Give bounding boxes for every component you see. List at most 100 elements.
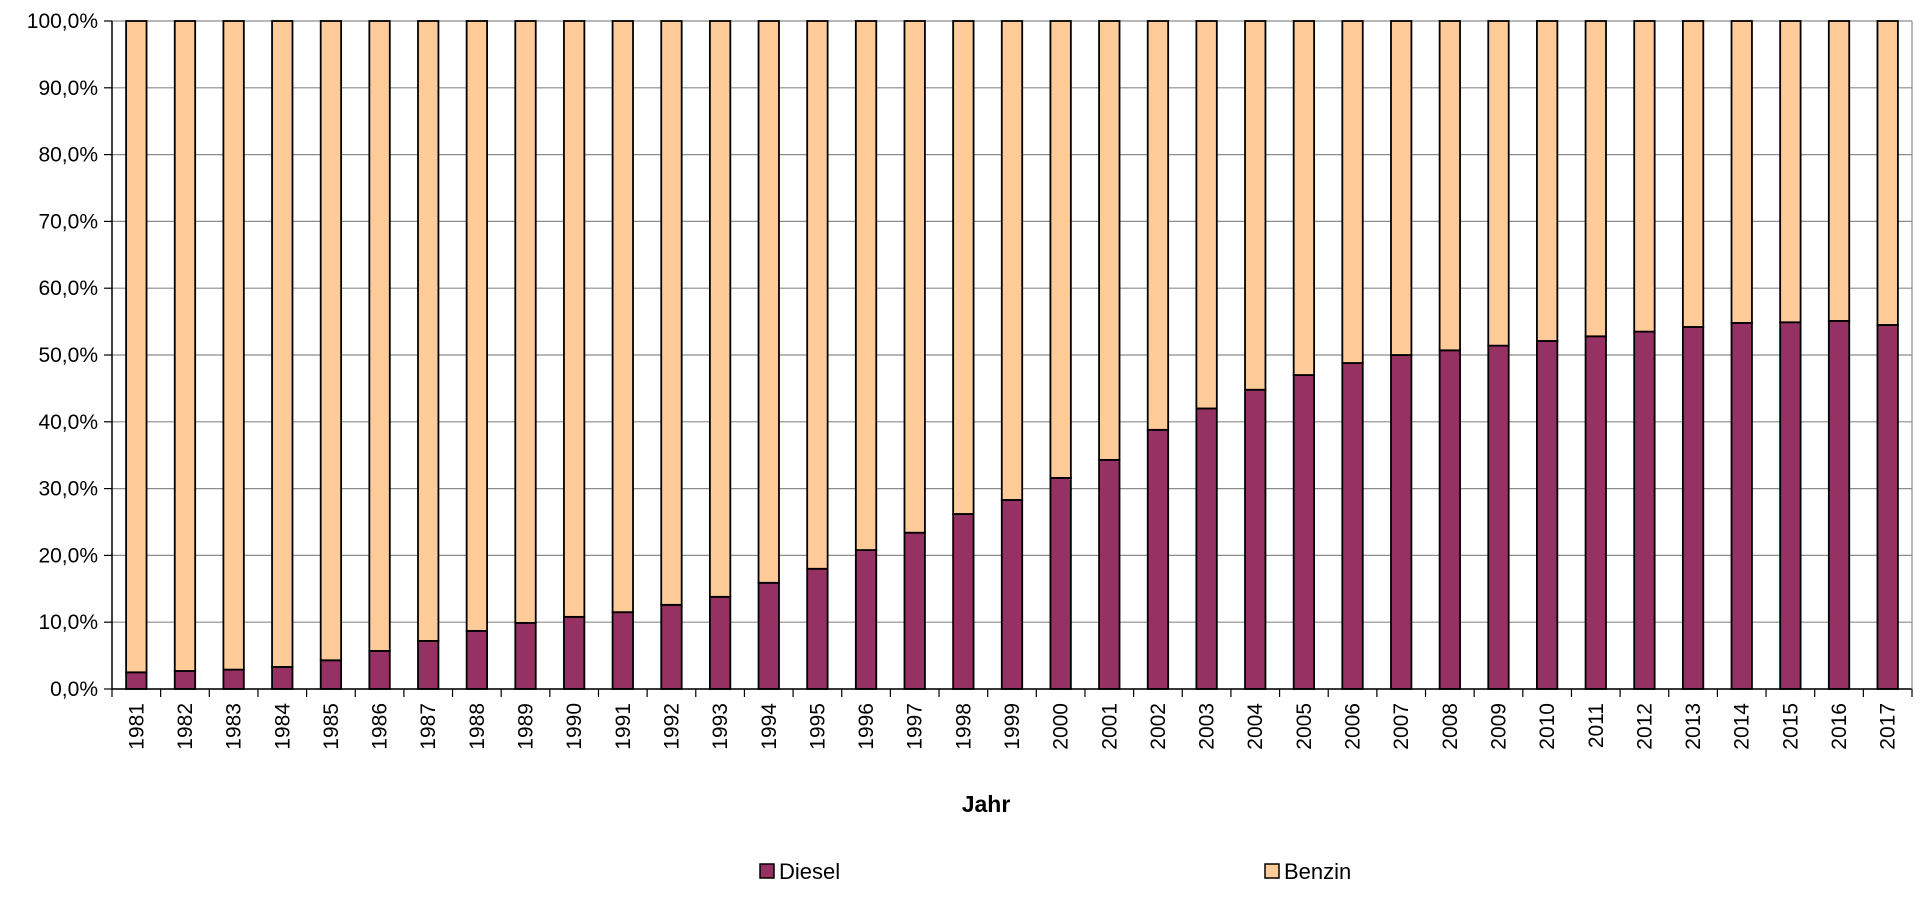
bar-benzin-1984 — [271, 20, 294, 668]
bar-diesel-1986 — [368, 650, 391, 690]
bar-diesel-2015 — [1779, 321, 1802, 690]
bar-diesel-2008 — [1438, 349, 1461, 690]
x-tick-label: 2005 — [1293, 703, 1316, 750]
y-tick-label: 70,0% — [38, 210, 98, 233]
x-tick-label: 1990 — [563, 703, 586, 750]
x-tick-label: 2004 — [1244, 703, 1267, 750]
bar-diesel-1989 — [514, 621, 537, 690]
y-tick-label: 20,0% — [38, 544, 98, 567]
y-tick-label: 30,0% — [38, 478, 98, 501]
x-tick-label: 1999 — [1001, 703, 1024, 750]
bar-diesel-2004 — [1244, 388, 1267, 690]
bar-benzin-1987 — [417, 20, 440, 642]
bar-benzin-1990 — [563, 20, 586, 618]
bar-benzin-2002 — [1146, 20, 1170, 431]
x-tick-label: 1993 — [709, 703, 732, 750]
bar-diesel-1988 — [465, 629, 488, 690]
x-tick-label: 1984 — [271, 703, 294, 750]
bar-diesel-2005 — [1292, 374, 1316, 690]
bar-diesel-1996 — [854, 549, 878, 690]
bar-diesel-1993 — [708, 595, 732, 690]
bar-diesel-1984 — [271, 666, 294, 690]
x-tick-label: 2016 — [1828, 703, 1851, 750]
bar-diesel-2017 — [1876, 324, 1899, 690]
bar-benzin-1993 — [708, 20, 732, 598]
y-tick-label: 90,0% — [38, 77, 98, 100]
x-tick-label: 1986 — [369, 703, 392, 750]
bar-benzin-1986 — [368, 20, 391, 652]
legend: Diesel Benzin — [759, 859, 1351, 884]
bar-diesel-1998 — [952, 513, 975, 690]
x-tick-label: 1991 — [612, 703, 635, 750]
x-tick-label: 2010 — [1536, 703, 1559, 750]
bar-diesel-1990 — [563, 615, 586, 690]
bar-diesel-1994 — [757, 581, 780, 690]
bar-diesel-2011 — [1584, 335, 1607, 690]
x-tick-label: 1985 — [320, 703, 343, 750]
y-tick-labels: 0,0% 10,0% 20,0% 30,0% 40,0% 50,0% 60,0% 70,0% 8… — [27, 10, 98, 701]
bar-diesel-1981 — [125, 671, 148, 690]
x-tick-label: 2015 — [1779, 703, 1802, 750]
bar-benzin-2005 — [1292, 20, 1316, 376]
y-tick-label: 80,0% — [38, 144, 98, 167]
y-tick-label: 50,0% — [38, 344, 98, 367]
legend-label-diesel: Diesel — [779, 859, 840, 884]
bar-benzin-2004 — [1244, 20, 1267, 391]
bar-benzin-2010 — [1536, 20, 1559, 342]
x-tick-label: 1988 — [466, 703, 489, 750]
x-tick-label: 1997 — [904, 703, 927, 750]
x-tick-label: 2000 — [1050, 703, 1073, 750]
bar-diesel-2013 — [1681, 326, 1705, 690]
bar-diesel-1999 — [1000, 499, 1024, 690]
bar-diesel-2010 — [1536, 340, 1559, 690]
legend-label-benzin: Benzin — [1284, 859, 1351, 884]
bar-benzin-1981 — [125, 20, 148, 674]
bar-diesel-2014 — [1730, 322, 1753, 690]
bar-benzin-1985 — [319, 20, 343, 662]
bar-benzin-2008 — [1438, 20, 1461, 352]
x-tick-label: 1987 — [417, 703, 440, 750]
bar-benzin-2000 — [1049, 20, 1072, 479]
x-tick-label: 2002 — [1147, 703, 1170, 750]
bar-benzin-1983 — [222, 20, 245, 671]
x-tick-label: 2008 — [1439, 703, 1462, 750]
bar-benzin-2014 — [1730, 20, 1753, 324]
bar-benzin-2013 — [1681, 20, 1705, 328]
x-tick-label: 1998 — [952, 703, 975, 750]
y-tick-label: 10,0% — [38, 611, 98, 634]
bar-diesel-2002 — [1146, 428, 1170, 690]
bar-diesel-2012 — [1633, 330, 1656, 690]
bar-diesel-1991 — [611, 611, 634, 690]
x-tick-label: 1992 — [660, 703, 683, 750]
bar-benzin-1982 — [173, 20, 197, 672]
bar-diesel-2000 — [1049, 477, 1072, 690]
bar-benzin-1991 — [611, 20, 634, 614]
bar-benzin-1994 — [757, 20, 780, 584]
bar-benzin-1999 — [1000, 20, 1024, 501]
y-tick-label: 100,0% — [27, 10, 98, 33]
bar-diesel-1982 — [173, 670, 197, 690]
y-tick-label: 0,0% — [50, 678, 98, 701]
bar-benzin-2011 — [1584, 20, 1607, 338]
bar-diesel-2006 — [1341, 362, 1364, 690]
bar-diesel-1985 — [319, 659, 343, 690]
x-tick-label: 2001 — [1098, 703, 1121, 750]
bar-benzin-2009 — [1487, 20, 1510, 347]
x-tick-label: 1994 — [758, 703, 781, 750]
bar-benzin-2017 — [1876, 20, 1899, 326]
bar-benzin-1989 — [514, 20, 537, 624]
bars — [125, 20, 1899, 690]
bar-benzin-1995 — [806, 20, 829, 570]
x-axis-title: Jahr — [962, 791, 1011, 817]
bar-benzin-1996 — [854, 20, 878, 551]
legend-swatch-diesel — [759, 863, 775, 879]
bar-diesel-1997 — [903, 531, 926, 690]
bar-benzin-2012 — [1633, 20, 1656, 333]
bar-benzin-2007 — [1390, 20, 1413, 356]
bar-benzin-2001 — [1098, 20, 1121, 461]
x-tick-label: 2014 — [1731, 703, 1754, 750]
y-tick-label: 40,0% — [38, 411, 98, 434]
x-tick-label: 1983 — [223, 703, 246, 750]
bar-diesel-2007 — [1390, 354, 1413, 690]
